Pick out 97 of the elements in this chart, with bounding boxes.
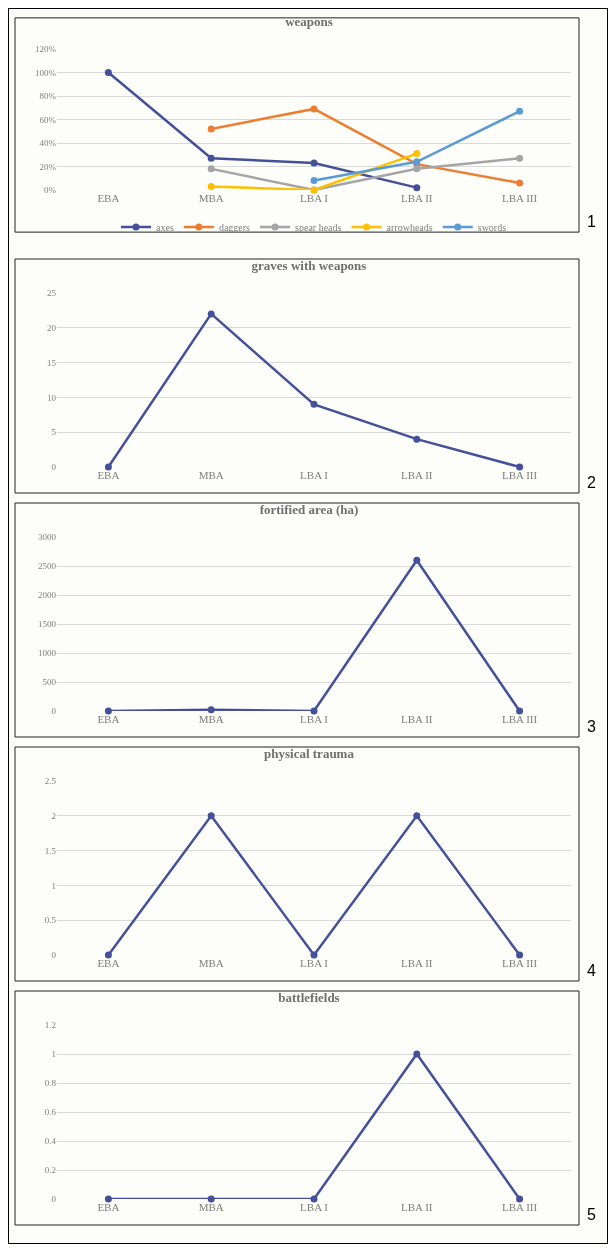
y-tick-label: 120% [35, 44, 57, 55]
x-tick-label: LBA I [300, 469, 329, 481]
point [104, 69, 112, 76]
point [413, 184, 421, 192]
legend-label: swords [477, 221, 507, 233]
chart-title: fortified area (ha) [259, 502, 359, 518]
legend-label: spear heads [295, 221, 342, 233]
x-tick-label: LBA II [401, 713, 433, 725]
x-tick-label: LBA III [502, 469, 538, 481]
point [104, 463, 112, 471]
point [310, 177, 318, 185]
y-tick-label: 0.5 [44, 915, 57, 926]
chart-title: graves with weapons [251, 258, 367, 274]
y-tick-label: 500 [42, 677, 57, 688]
chart-title: battlefields [278, 990, 340, 1006]
point [104, 707, 112, 715]
text: 1 [587, 213, 596, 230]
y-tick-label: 40% [39, 138, 57, 149]
point [516, 107, 524, 115]
x-tick-label: EBA [97, 957, 120, 969]
point [413, 150, 421, 158]
y-tick-label: 2 [51, 810, 56, 821]
x-tick-label: LBA I [300, 192, 329, 204]
y-tick-label: 100% [35, 67, 57, 78]
legend-label: arrowheads [386, 221, 433, 233]
x-tick-label: LBA III [502, 713, 538, 725]
x-tick-label: MBA [198, 469, 224, 481]
y-tick-label: 3000 [38, 532, 57, 543]
y-tick-label: 2500 [38, 561, 57, 572]
y-tick-label: 1500 [38, 619, 57, 630]
y-tick-label: 1.2 [44, 1020, 56, 1031]
y-tick-label: 20% [39, 161, 57, 172]
y-tick-label: 0.2 [44, 1165, 56, 1176]
text: 5 [587, 1206, 596, 1223]
y-tick-label: 1.5 [44, 845, 57, 856]
x-tick-label: LBA III [502, 192, 538, 204]
x-tick-label: LBA II [401, 469, 433, 481]
point [516, 707, 524, 715]
y-tick-label: 80% [39, 91, 57, 102]
legend-label: daggers [218, 221, 251, 233]
point [207, 154, 215, 162]
point [310, 105, 318, 113]
point [207, 182, 215, 190]
point [207, 165, 215, 173]
x-tick-label: LBA III [502, 957, 538, 969]
point [207, 125, 215, 133]
y-tick-label: 25 [47, 288, 57, 299]
x-tick-label: LBA I [300, 1201, 329, 1213]
x-tick-label: LBA I [300, 957, 329, 969]
x-tick-label: EBA [97, 192, 120, 204]
point [413, 435, 421, 443]
y-tick-label: 1 [51, 1049, 56, 1060]
y-tick-label: 60% [39, 114, 57, 125]
point [310, 159, 318, 167]
y-tick-label: 0 [51, 1194, 57, 1205]
legend-label: axes [156, 221, 174, 233]
y-tick-label: 0.8 [44, 1078, 57, 1089]
text: 2 [587, 474, 596, 491]
y-tick-label: 0 [51, 706, 57, 717]
y-tick-label: 15 [47, 357, 57, 368]
point [413, 556, 421, 564]
x-tick-label: EBA [97, 713, 120, 725]
y-tick-label: 20 [47, 322, 57, 333]
y-tick-label: 5 [51, 427, 57, 438]
point [207, 310, 215, 318]
y-tick-label: 2000 [38, 590, 57, 601]
x-tick-label: LBA I [300, 713, 329, 725]
y-tick-label: 0.6 [44, 1107, 57, 1118]
y-tick-label: 0 [51, 462, 57, 473]
y-tick-label: 1 [51, 880, 56, 891]
chart-title: physical trauma [264, 746, 355, 762]
y-tick-label: 0% [44, 185, 57, 196]
x-tick-label: LBA II [401, 192, 433, 204]
x-tick-label: LBA II [401, 957, 433, 969]
chart-title: weapons [285, 14, 333, 30]
point [516, 154, 524, 162]
x-tick-label: MBA [198, 1201, 224, 1213]
point [310, 707, 318, 715]
x-tick-label: LBA II [401, 1201, 433, 1213]
y-tick-label: 0.4 [44, 1136, 57, 1147]
point [516, 463, 524, 471]
text: 4 [587, 962, 596, 979]
point [207, 706, 215, 714]
point [413, 165, 421, 173]
y-tick-label: 1000 [38, 648, 57, 659]
text: 3 [587, 718, 596, 735]
y-tick-label: 0 [51, 950, 57, 961]
point [310, 400, 318, 408]
x-tick-label: MBA [198, 713, 224, 725]
x-tick-label: MBA [198, 192, 224, 204]
point [516, 179, 524, 187]
y-tick-label: 10 [47, 392, 57, 403]
x-tick-label: EBA [97, 1201, 120, 1213]
x-tick-label: MBA [198, 957, 224, 969]
y-tick-label: 2.5 [44, 776, 57, 787]
x-tick-label: LBA III [502, 1201, 538, 1213]
x-tick-label: EBA [97, 469, 120, 481]
